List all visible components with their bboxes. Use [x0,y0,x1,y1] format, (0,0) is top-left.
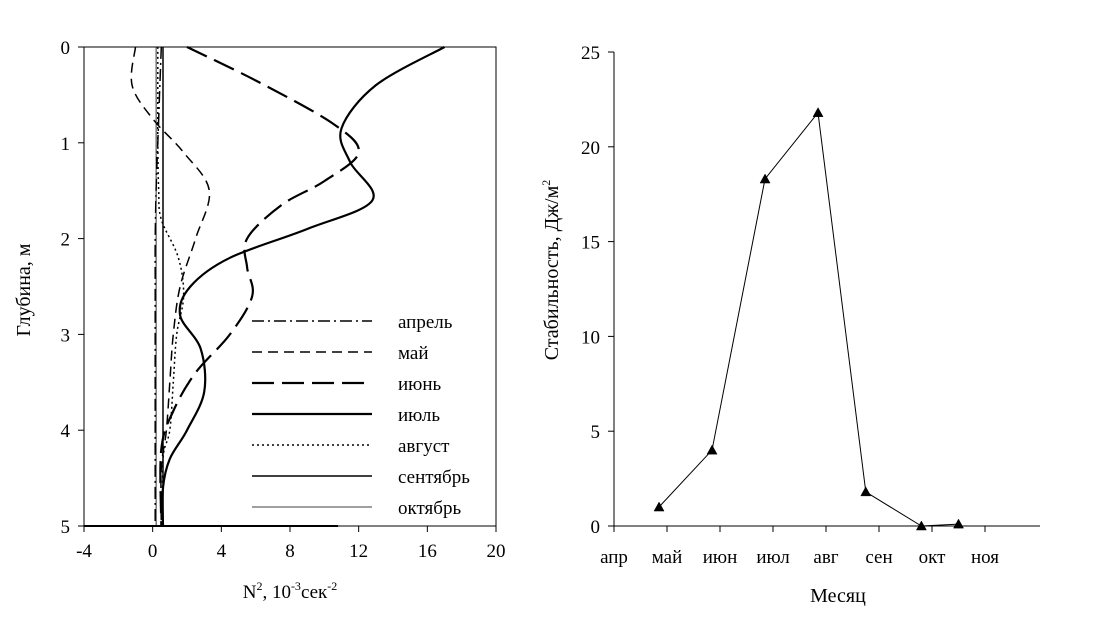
legend-label: сентябрь [398,467,470,488]
x-tick-label: окт [919,547,946,568]
data-point-marker [759,173,771,184]
legend-label: август [398,436,450,457]
x-tick-label: 0 [148,541,158,562]
data-point-marker [812,107,824,117]
y-tick-label: 0 [591,517,601,538]
data-point-marker [653,501,665,512]
y-tick-label: 3 [61,325,71,346]
x-tick-label: июн [703,547,738,568]
x-tick-label: 8 [285,541,295,562]
x-tick-label: май [652,547,683,568]
y-tick-label: 20 [581,138,600,159]
y-axis-label: Глубина, м [13,243,35,336]
data-point-marker [860,486,872,497]
x-tick-label: авг [813,547,838,568]
x-tick-label: 4 [217,541,227,562]
y-axis-label: Стабильность, Дж/м2 [539,180,563,361]
x-tick-label: ноя [971,547,999,568]
x-tick-label: 16 [418,541,437,562]
series-line-1 [154,46,163,526]
series-line-4 [161,46,446,527]
y-tick-label: 10 [581,327,600,348]
x-tick-label: 12 [349,541,368,562]
x-axis-label: N2, 10-3сек-2 [243,579,338,603]
series-line [658,111,959,527]
series-line-2 [130,46,211,527]
x-axis-label: Месяц [810,585,866,607]
data-point-marker [915,520,927,531]
legend-label: апрель [398,312,453,333]
data-point-marker [953,518,964,529]
legend-label: июнь [398,374,442,395]
y-tick-label: 4 [61,421,71,442]
y-tick-label: 5 [591,422,601,443]
legend-label: июль [398,405,440,426]
y-tick-label: 2 [61,230,71,251]
y-tick-label: 25 [581,43,600,64]
legend: апрель май июнь июль август сентябрь октябрь [252,312,470,519]
legend-label: октябрь [398,498,461,519]
series-lines [84,46,446,527]
series-line-3 [159,46,360,527]
series-line-5 [157,47,185,527]
x-tick-label: сен [865,547,892,568]
y-tick-label: 5 [61,517,71,538]
y-tick-label: 15 [581,233,600,254]
series-lines [653,107,964,531]
legend-label: май [398,343,429,364]
y-tick-label: 1 [61,134,71,155]
stability-chart: 0 5 10 15 20 25 апр май июн июл авг сен окт ноя Стаби… [539,43,1040,607]
x-tick-label: июл [756,547,790,568]
data-point-marker [706,444,718,455]
x-tick-label: апр [600,547,628,568]
x-tick-label: 20 [487,541,506,562]
axis-ticks: 0 5 10 15 20 25 апр май июн июл авг сен окт ноя [581,43,999,568]
x-tick-label: -4 [76,541,92,562]
y-tick-label: 0 [61,38,71,59]
